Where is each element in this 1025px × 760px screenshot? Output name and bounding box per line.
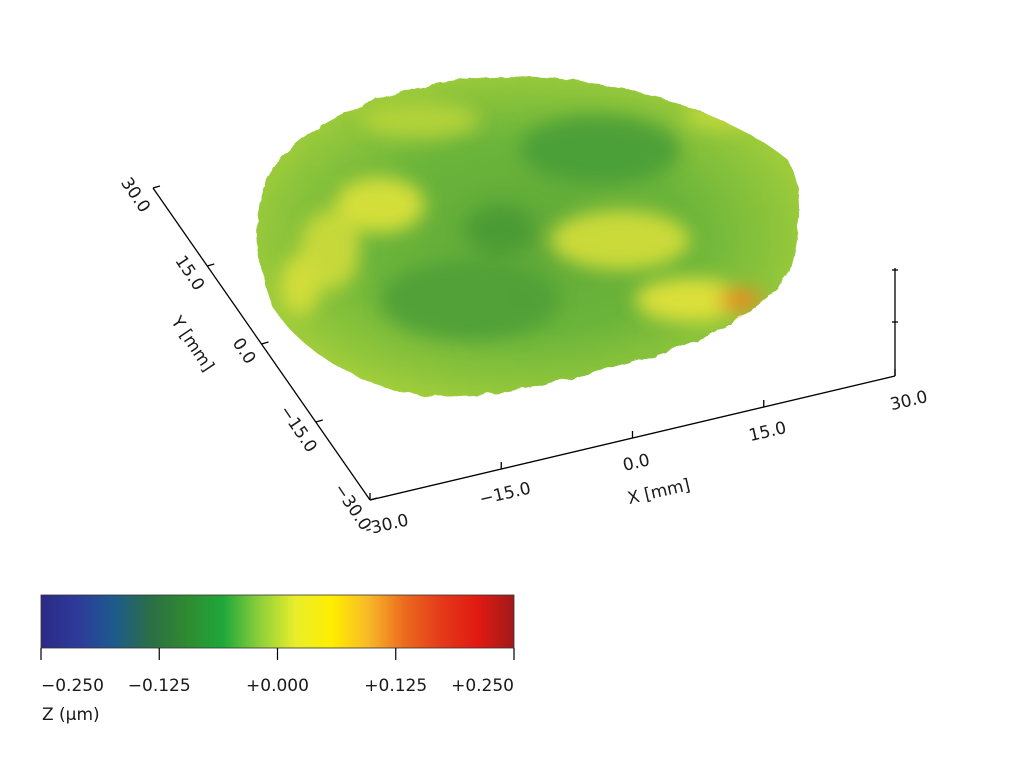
y-axis-tick [207,263,215,267]
y-axis-tick [315,419,323,423]
y-axis-title: Y [mm] [166,312,218,376]
colorbar: −0.250 −0.125 +0.000 +0.125 +0.250 Z (µm) [40,594,515,725]
x-axis-tick-label: 0.0 [621,450,652,476]
colorbar-tick-label: +0.000 [246,676,309,696]
y-axis-tick-label: −15.0 [275,402,321,456]
colorbar-tick-label: −0.250 [41,676,104,696]
y-axis-tick-label: 30.0 [116,174,154,217]
y-axis-tick-label: 0.0 [228,334,260,368]
y-axis-tick [261,341,269,345]
colorbar-tick-label: +0.125 [364,676,427,696]
surface-disc [257,76,800,397]
y-axis: 30.015.00.0−15.0−30.0 Y [mm] [116,174,378,534]
colorbar-rect [40,594,515,649]
colorbar-tick-label: −0.125 [128,676,191,696]
colorbar-ticks: −0.250 −0.125 +0.000 +0.125 +0.250 [40,648,515,696]
x-axis-tick-label: 30.0 [888,387,929,415]
colorbar-tick-label: +0.250 [451,676,514,696]
z-axis [892,268,898,376]
y-axis-tick [152,185,161,189]
x-axis-tick-label: −15.0 [477,479,532,510]
x-axis-tick-label: 15.0 [747,418,788,446]
colorbar-title: Z (µm) [42,705,100,725]
x-axis-title: X [mm] [626,475,692,509]
